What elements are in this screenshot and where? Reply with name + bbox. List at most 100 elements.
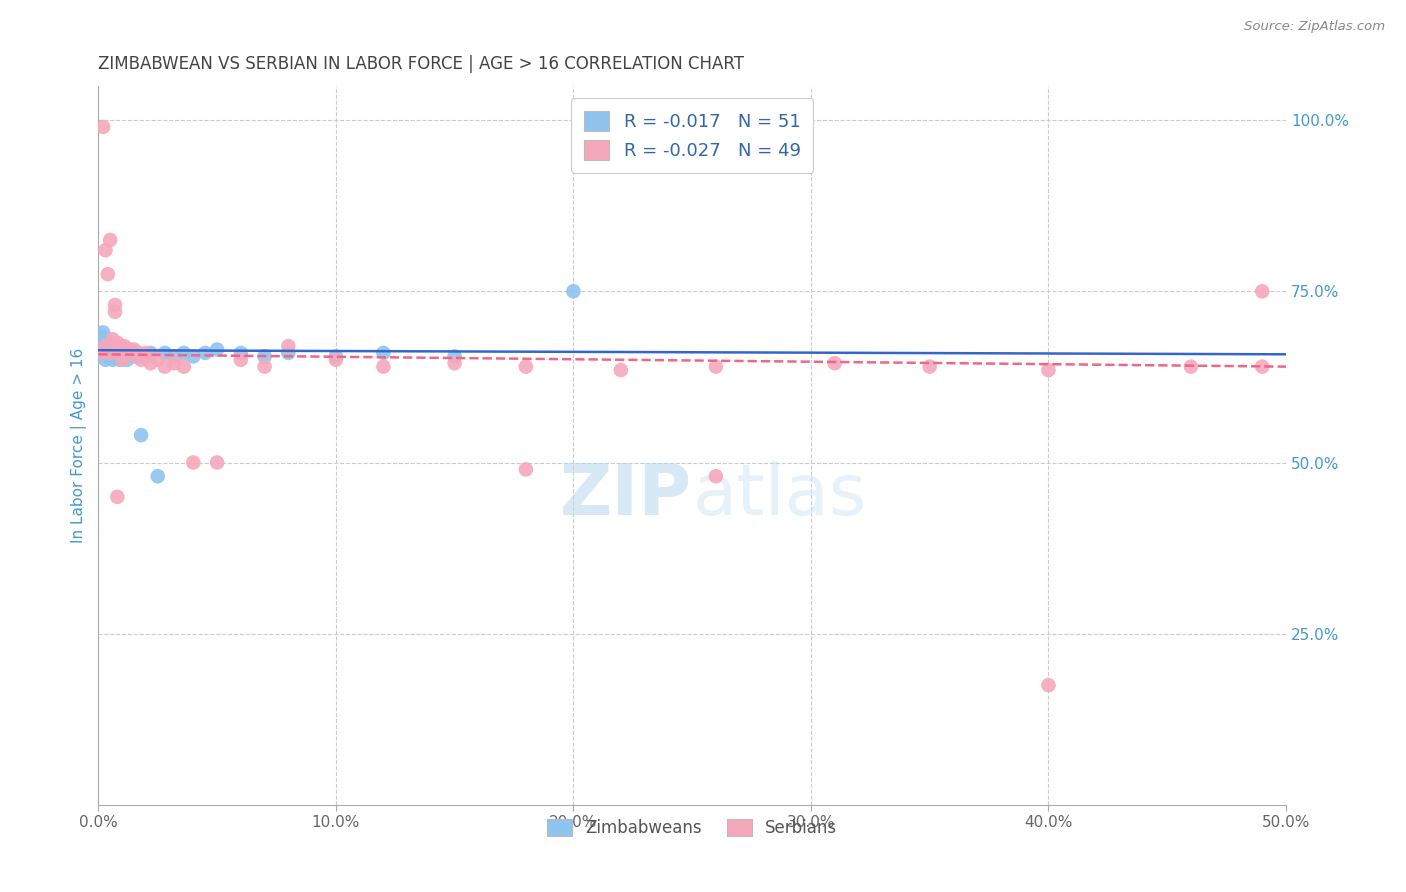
Point [325,352,347,367]
Y-axis label: In Labor Force | Age > 16: In Labor Force | Age > 16 [72,348,87,543]
Point [125,350,148,364]
Point [118,343,141,357]
Point [91,346,114,360]
Point [101,352,124,367]
Point [104,350,127,364]
Point [105,490,128,504]
Point [105,335,128,350]
Point [101,343,124,357]
Point [98,346,121,360]
Point [104,305,127,319]
Point [104,298,127,312]
Point [277,339,299,353]
Point [94,346,117,360]
Point [1180,359,1202,374]
Point [114,346,136,360]
Point [325,350,347,364]
Point [918,359,941,374]
Point [183,350,205,364]
Point [129,428,152,442]
Point [98,346,121,360]
Point [97,350,120,364]
Point [101,346,124,360]
Point [128,346,150,360]
Point [205,456,228,470]
Point [373,346,395,360]
Point [562,285,585,299]
Point [1038,363,1060,377]
Point [91,120,114,134]
Point [101,332,124,346]
Point [163,350,186,364]
Point [97,267,120,281]
Point [183,456,205,470]
Point [125,346,148,360]
Point [98,233,121,247]
Point [111,346,134,360]
Point [108,339,131,353]
Point [98,343,121,357]
Point [1038,678,1060,692]
Point [94,343,117,357]
Point [111,350,134,364]
Point [153,346,176,360]
Point [610,363,633,377]
Point [114,339,136,353]
Point [515,359,537,374]
Point [97,346,120,360]
Point [98,350,121,364]
Point [98,346,121,360]
Point [91,326,114,340]
Point [105,350,128,364]
Point [94,339,117,353]
Point [205,343,228,357]
Point [139,346,162,360]
Point [97,339,120,353]
Point [1251,285,1274,299]
Point [111,346,134,360]
Point [91,343,114,357]
Point [229,346,252,360]
Point [91,332,114,346]
Text: Source: ZipAtlas.com: Source: ZipAtlas.com [1244,20,1385,33]
Point [443,350,465,364]
Text: atlas: atlas [692,461,866,530]
Point [129,352,152,367]
Point [115,343,138,357]
Point [704,359,727,374]
Point [94,243,117,257]
Point [105,346,128,360]
Point [515,462,537,476]
Point [115,352,138,367]
Legend: Zimbabweans, Serbians: Zimbabweans, Serbians [540,812,844,844]
Point [94,339,117,353]
Point [108,352,131,367]
Point [135,350,157,364]
Text: ZIP: ZIP [560,461,692,530]
Point [229,352,252,367]
Point [118,346,141,360]
Point [153,359,176,374]
Point [104,343,127,357]
Point [122,343,145,357]
Point [90,339,112,353]
Point [132,350,155,364]
Point [173,359,195,374]
Point [121,346,143,360]
Point [1251,359,1274,374]
Point [97,343,120,357]
Point [135,346,157,360]
Point [90,328,112,343]
Point [824,356,846,370]
Point [163,356,186,370]
Point [277,346,299,360]
Point [194,346,217,360]
Point [146,469,169,483]
Point [94,352,117,367]
Point [704,469,727,483]
Point [253,359,276,374]
Point [94,332,117,346]
Point [373,359,395,374]
Point [253,350,276,364]
Text: ZIMBABWEAN VS SERBIAN IN LABOR FORCE | AGE > 16 CORRELATION CHART: ZIMBABWEAN VS SERBIAN IN LABOR FORCE | A… [98,55,744,73]
